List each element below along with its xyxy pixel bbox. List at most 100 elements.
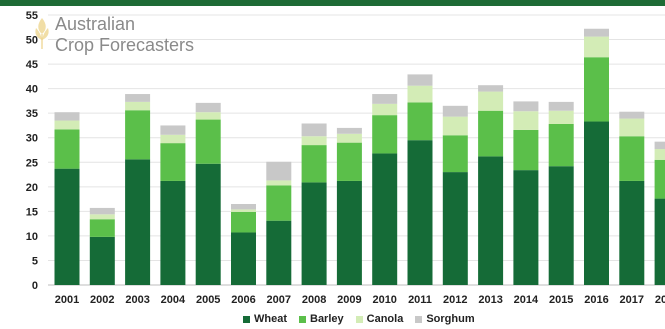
bar-wheat-2015 <box>548 166 574 285</box>
logo-wheat-icon <box>33 16 51 55</box>
y-tick-label: 20 <box>26 182 38 194</box>
bar-wheat-2001 <box>54 168 80 285</box>
bar-wheat-2010 <box>372 153 398 285</box>
bar-sorghum-2018 <box>654 141 665 150</box>
bar-wheat-2017 <box>619 180 645 285</box>
legend-label-sorghum: Sorghum <box>426 313 475 325</box>
bar-sorghum-2008 <box>301 123 327 137</box>
legend-item-wheat: Wheat <box>243 313 287 325</box>
y-tick-label: 45 <box>26 59 38 71</box>
y-tick-label: 55 <box>26 10 38 22</box>
x-tick-label: 2014 <box>514 294 539 306</box>
bar-canola-2007 <box>266 180 292 186</box>
x-tick-label: 2009 <box>337 294 361 306</box>
bar-wheat-2008 <box>301 182 327 285</box>
bar-barley-2003 <box>125 110 151 160</box>
bar-wheat-2007 <box>266 220 292 285</box>
bar-wheat-2016 <box>584 121 609 285</box>
bar-barley-2001 <box>54 129 80 169</box>
bar-barley-2009 <box>336 142 362 181</box>
y-tick-label: 5 <box>32 255 38 267</box>
bar-sorghum-2004 <box>160 125 186 135</box>
bar-canola-2001 <box>54 120 80 130</box>
bar-barley-2018 <box>654 159 665 199</box>
bar-canola-2008 <box>301 136 327 146</box>
y-tick-label: 40 <box>26 84 38 96</box>
bar-canola-2010 <box>372 103 398 116</box>
x-tick-label: 2005 <box>196 294 220 306</box>
bar-canola-2003 <box>125 101 151 111</box>
x-tick-label: 2018 <box>655 294 665 306</box>
bar-barley-2004 <box>160 143 186 181</box>
legend-label-canola: Canola <box>366 313 404 325</box>
x-tick-label: 2016 <box>584 294 608 306</box>
bar-canola-2009 <box>336 133 362 143</box>
x-tick-label: 2013 <box>478 294 502 306</box>
bar-barley-2010 <box>372 115 398 154</box>
bar-wheat-2002 <box>89 236 115 285</box>
bar-sorghum-2015 <box>548 101 574 111</box>
top-border <box>0 0 665 6</box>
bar-sorghum-2014 <box>513 101 539 112</box>
bar-wheat-2014 <box>513 170 539 285</box>
bar-canola-2017 <box>619 118 645 137</box>
legend-item-sorghum: Sorghum <box>415 313 475 325</box>
x-tick-labels: 2001 2002 2003 2004 2005 2006 2007 2008 2009 2010… <box>55 294 665 306</box>
bar-wheat-2009 <box>336 180 362 285</box>
bar-sorghum-2010 <box>372 94 398 104</box>
legend-item-barley: Barley <box>299 313 344 325</box>
bar-canola-2002 <box>89 214 115 220</box>
x-tick-label: 2006 <box>231 294 255 306</box>
legend-swatch-canola <box>355 315 363 323</box>
bar-wheat-2003 <box>125 159 151 285</box>
bar-sorghum-2002 <box>89 207 115 215</box>
bar-barley-2011 <box>407 102 433 141</box>
legend-swatch-sorghum <box>415 315 423 323</box>
bar-canola-2013 <box>478 91 504 111</box>
bar-wheat-2018 <box>654 198 665 285</box>
bar-canola-2011 <box>407 85 433 103</box>
bar-sorghum-2017 <box>619 111 645 119</box>
bar-canola-2014 <box>513 111 539 130</box>
y-tick-label: 0 <box>32 280 38 292</box>
x-tick-label: 2007 <box>267 294 291 306</box>
x-tick-label: 2011 <box>408 294 432 306</box>
bar-canola-2005 <box>195 112 221 120</box>
bar-sorghum-2003 <box>125 94 151 102</box>
logo-text-line2: Crop Forecasters <box>55 35 195 55</box>
x-tick-label: 2012 <box>443 294 467 306</box>
bar-barley-2016 <box>584 57 609 122</box>
y-tick-label: 15 <box>26 206 38 218</box>
y-tick-label: 10 <box>26 231 38 243</box>
bar-sorghum-2016 <box>584 28 609 37</box>
legend-label-barley: Barley <box>310 313 344 325</box>
bar-canola-2015 <box>548 110 574 124</box>
legend-item-canola: Canola <box>355 313 404 325</box>
bar-barley-2008 <box>301 145 327 183</box>
bar-barley-2015 <box>548 123 574 167</box>
bar-sorghum-2012 <box>442 105 468 117</box>
x-tick-label: 2010 <box>372 294 396 306</box>
y-tick-label: 25 <box>26 157 38 169</box>
bar-barley-2006 <box>231 211 256 233</box>
x-tick-label: 2004 <box>161 294 186 306</box>
bar-canola-2006 <box>231 209 256 212</box>
bars <box>54 28 665 285</box>
bar-barley-2005 <box>195 119 221 164</box>
bar-wheat-2011 <box>407 140 433 285</box>
bar-barley-2013 <box>478 110 504 157</box>
y-tick-labels: 0 5 10 15 20 25 30 35 40 45 50 55 <box>26 10 38 292</box>
bar-wheat-2004 <box>160 180 186 285</box>
bar-sorghum-2006 <box>231 204 256 210</box>
legend: Wheat Barley Canola Sorghum <box>243 313 475 325</box>
legend-label-wheat: Wheat <box>254 313 287 325</box>
x-tick-label: 2003 <box>125 294 149 306</box>
bar-canola-2004 <box>160 134 186 144</box>
x-tick-label: 2015 <box>549 294 573 306</box>
bar-canola-2012 <box>442 116 468 136</box>
legend-swatch-wheat <box>243 315 250 323</box>
y-tick-label: 50 <box>26 35 38 47</box>
bar-sorghum-2001 <box>54 112 80 121</box>
bar-wheat-2006 <box>231 232 256 285</box>
